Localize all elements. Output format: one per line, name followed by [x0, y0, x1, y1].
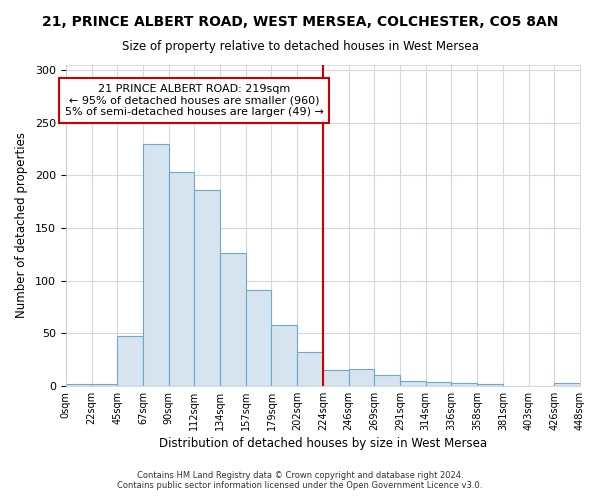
Bar — [426, 382, 451, 386]
Bar — [400, 380, 426, 386]
Bar — [66, 384, 92, 386]
Bar — [374, 376, 400, 386]
Bar — [451, 382, 477, 386]
Bar — [323, 370, 349, 386]
Bar — [117, 336, 143, 386]
Text: 21 PRINCE ALBERT ROAD: 219sqm
← 95% of detached houses are smaller (960)
5% of s: 21 PRINCE ALBERT ROAD: 219sqm ← 95% of d… — [65, 84, 324, 117]
X-axis label: Distribution of detached houses by size in West Mersea: Distribution of detached houses by size … — [159, 437, 487, 450]
Bar — [143, 144, 169, 386]
Bar — [554, 382, 580, 386]
Bar — [92, 384, 117, 386]
Text: Size of property relative to detached houses in West Mersea: Size of property relative to detached ho… — [122, 40, 478, 53]
Bar — [169, 172, 194, 386]
Bar — [349, 369, 374, 386]
Bar — [220, 254, 246, 386]
Bar — [477, 384, 503, 386]
Text: 21, PRINCE ALBERT ROAD, WEST MERSEA, COLCHESTER, CO5 8AN: 21, PRINCE ALBERT ROAD, WEST MERSEA, COL… — [42, 15, 558, 29]
Bar — [194, 190, 220, 386]
Text: Contains HM Land Registry data © Crown copyright and database right 2024.
Contai: Contains HM Land Registry data © Crown c… — [118, 470, 482, 490]
Bar — [271, 325, 297, 386]
Y-axis label: Number of detached properties: Number of detached properties — [15, 132, 28, 318]
Bar — [297, 352, 323, 386]
Bar — [246, 290, 271, 386]
